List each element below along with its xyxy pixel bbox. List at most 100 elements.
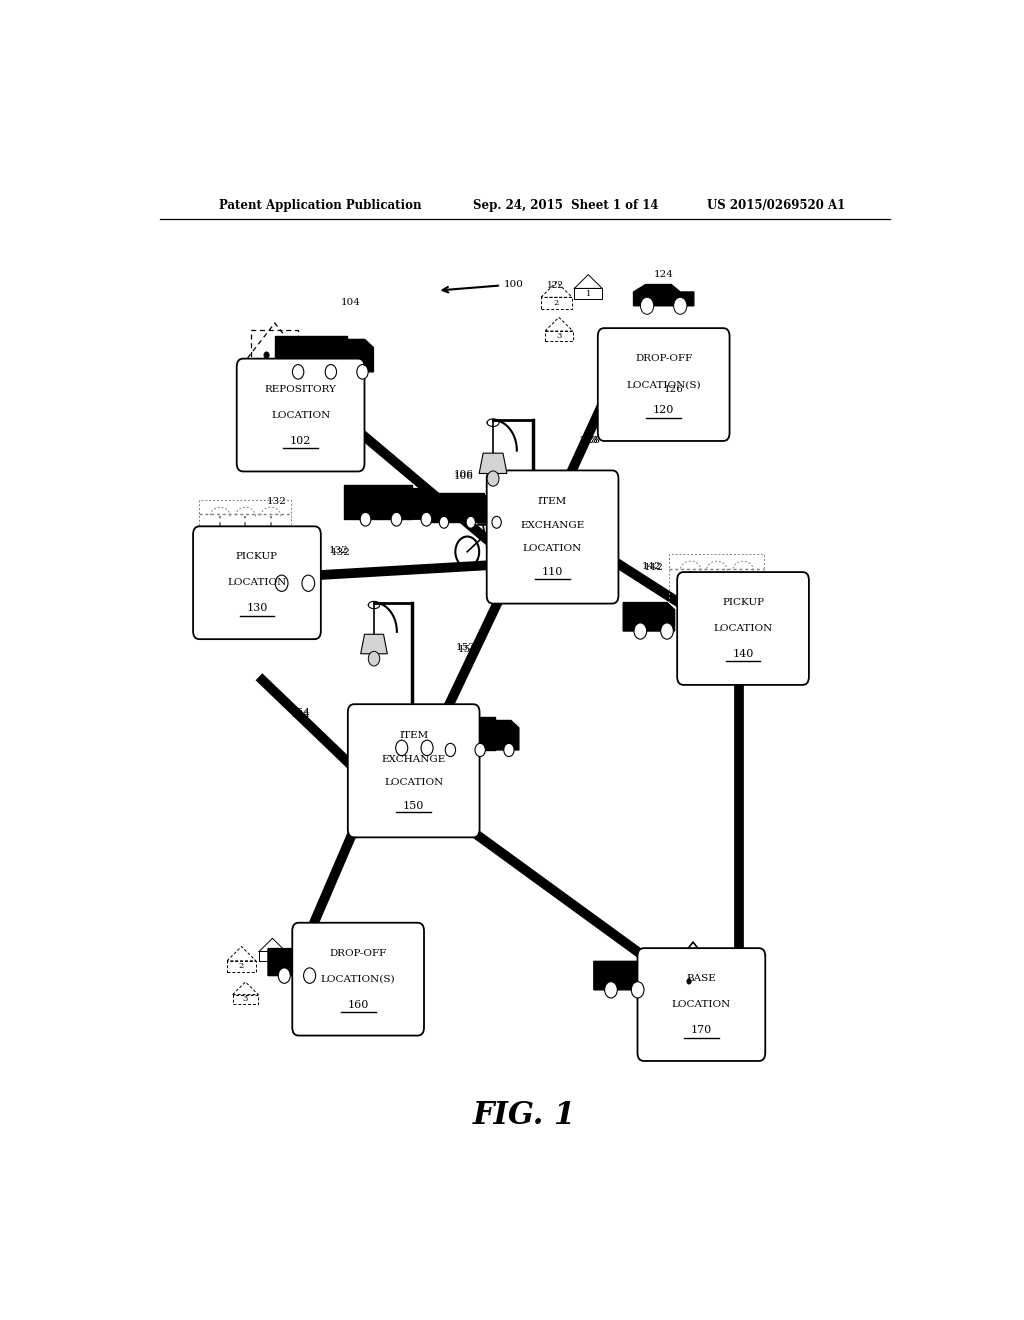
- Circle shape: [302, 576, 314, 591]
- Polygon shape: [594, 961, 645, 990]
- FancyBboxPatch shape: [486, 470, 618, 603]
- Text: 132: 132: [329, 545, 348, 554]
- Text: 154: 154: [291, 709, 310, 717]
- Circle shape: [674, 297, 687, 314]
- FancyBboxPatch shape: [292, 923, 424, 1036]
- Text: 152: 152: [458, 645, 477, 655]
- Text: 152: 152: [456, 643, 475, 652]
- Text: 150: 150: [403, 801, 424, 810]
- Text: 122: 122: [547, 281, 564, 290]
- Text: BASE: BASE: [686, 974, 716, 983]
- Text: 2: 2: [554, 300, 559, 308]
- Circle shape: [439, 516, 449, 528]
- Circle shape: [475, 743, 485, 756]
- Text: 106: 106: [454, 470, 473, 479]
- Circle shape: [303, 968, 315, 983]
- Circle shape: [421, 512, 432, 527]
- Text: Patent Application Publication: Patent Application Publication: [219, 198, 422, 211]
- Text: 126: 126: [664, 385, 684, 395]
- Polygon shape: [360, 635, 387, 653]
- Text: EXCHANGE: EXCHANGE: [382, 755, 445, 763]
- Text: DROP-OFF: DROP-OFF: [635, 354, 692, 363]
- Circle shape: [640, 297, 653, 314]
- Polygon shape: [425, 492, 484, 523]
- Text: 120: 120: [653, 405, 675, 416]
- Circle shape: [632, 982, 644, 998]
- Text: 132: 132: [267, 496, 287, 506]
- Text: DROP-OFF: DROP-OFF: [330, 949, 387, 958]
- FancyBboxPatch shape: [638, 948, 765, 1061]
- Text: EXCHANGE: EXCHANGE: [520, 521, 585, 529]
- Text: 132: 132: [331, 548, 350, 557]
- Polygon shape: [624, 602, 675, 631]
- Text: FIG. 1: FIG. 1: [473, 1101, 577, 1131]
- Polygon shape: [385, 721, 434, 748]
- Text: 106: 106: [454, 471, 473, 480]
- Text: Sep. 24, 2015  Sheet 1 of 14: Sep. 24, 2015 Sheet 1 of 14: [473, 198, 658, 211]
- Text: LOCATION(S): LOCATION(S): [321, 974, 395, 983]
- Circle shape: [634, 623, 647, 639]
- Polygon shape: [479, 453, 507, 474]
- Text: PICKUP: PICKUP: [236, 553, 278, 561]
- Circle shape: [604, 982, 617, 998]
- Text: LOCATION: LOCATION: [227, 578, 287, 587]
- Text: 3: 3: [556, 333, 561, 341]
- Text: 154: 154: [291, 710, 310, 719]
- Polygon shape: [412, 488, 436, 519]
- Polygon shape: [430, 717, 495, 750]
- Text: 1: 1: [586, 289, 591, 297]
- Text: 128: 128: [581, 436, 600, 445]
- Text: LOCATION: LOCATION: [672, 1001, 731, 1008]
- Circle shape: [660, 623, 674, 639]
- Polygon shape: [264, 554, 316, 583]
- Text: 142: 142: [642, 562, 663, 572]
- Text: 160: 160: [347, 999, 369, 1010]
- Text: LOCATION(S): LOCATION(S): [627, 380, 701, 389]
- Text: 1: 1: [269, 953, 275, 961]
- Circle shape: [391, 512, 401, 527]
- Text: 100: 100: [504, 280, 523, 289]
- FancyBboxPatch shape: [598, 329, 729, 441]
- Text: 130: 130: [247, 603, 267, 614]
- Polygon shape: [634, 285, 694, 306]
- Circle shape: [421, 741, 433, 755]
- Text: LOCATION: LOCATION: [271, 411, 330, 420]
- Text: 140: 140: [732, 649, 754, 659]
- Circle shape: [466, 516, 475, 528]
- Circle shape: [326, 364, 337, 379]
- Text: ITEM: ITEM: [399, 731, 428, 741]
- Text: US 2015/0269520 A1: US 2015/0269520 A1: [708, 198, 846, 211]
- Text: ITEM: ITEM: [538, 498, 567, 507]
- Text: LOCATION: LOCATION: [714, 624, 773, 634]
- Circle shape: [487, 471, 499, 486]
- Circle shape: [395, 741, 408, 755]
- Text: PICKUP: PICKUP: [722, 598, 764, 607]
- Text: REPOSITORY: REPOSITORY: [264, 385, 337, 393]
- Text: 142: 142: [644, 564, 664, 572]
- Text: 104: 104: [341, 298, 360, 306]
- FancyBboxPatch shape: [237, 359, 365, 471]
- Polygon shape: [344, 484, 412, 519]
- Text: 3: 3: [243, 995, 248, 1003]
- Circle shape: [492, 516, 502, 528]
- Text: 124: 124: [654, 271, 674, 280]
- Text: LOCATION: LOCATION: [523, 544, 583, 553]
- FancyBboxPatch shape: [677, 572, 809, 685]
- Circle shape: [687, 978, 691, 985]
- Polygon shape: [268, 949, 316, 975]
- Polygon shape: [275, 335, 347, 372]
- Circle shape: [504, 743, 514, 756]
- Text: 2: 2: [239, 962, 244, 970]
- Circle shape: [264, 352, 269, 359]
- Text: 128: 128: [579, 436, 599, 445]
- Polygon shape: [484, 496, 506, 523]
- Text: 110: 110: [542, 568, 563, 577]
- FancyBboxPatch shape: [194, 527, 321, 639]
- Polygon shape: [347, 339, 374, 372]
- Circle shape: [445, 743, 456, 756]
- Circle shape: [275, 576, 288, 591]
- Circle shape: [279, 968, 291, 983]
- Text: LOCATION: LOCATION: [384, 777, 443, 787]
- FancyBboxPatch shape: [348, 704, 479, 837]
- Text: 170: 170: [691, 1026, 712, 1035]
